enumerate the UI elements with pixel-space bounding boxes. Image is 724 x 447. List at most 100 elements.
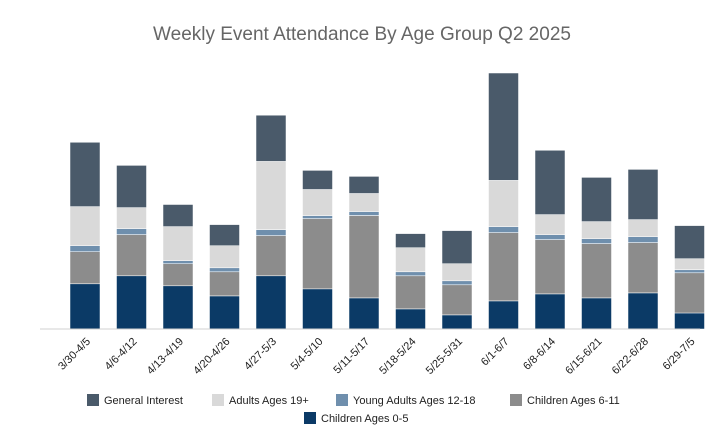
bar-segment-4/20-4/26-series-1 bbox=[209, 271, 240, 297]
bar-segment-6/15-6/21-series-2 bbox=[581, 238, 612, 244]
bar-segment-5/25-5/31-series-1 bbox=[441, 284, 473, 316]
legend-label: Adults Ages 19+ bbox=[229, 395, 309, 407]
bar-segment-4/20-4/26-series-4 bbox=[209, 224, 240, 246]
bar-segment-6/29-7/5-series-1 bbox=[674, 272, 705, 314]
bar-segment-4/6-4/12-series-0 bbox=[116, 275, 147, 330]
x-tick-label: 6/15-6/21 bbox=[563, 336, 604, 377]
legend-item: General Interest bbox=[87, 394, 183, 407]
bar-segment-6/22-6/28-series-4 bbox=[627, 169, 659, 220]
x-axis-tick-labels: 3/30-4/5 4/6-4/12 4/13-4/19 4/20-4/26 4/27-5… bbox=[56, 336, 698, 377]
bar-segment-6/15-6/21-series-1 bbox=[581, 243, 612, 299]
bar-segment-5/25-5/31-series-3 bbox=[441, 263, 473, 282]
bar-segment-5/11-5/17-series-3 bbox=[348, 193, 380, 212]
x-tick-label: 4/6-4/12 bbox=[103, 336, 140, 373]
bar-segment-3/30-4/5-series-4 bbox=[69, 142, 101, 207]
bar-segment-6/22-6/28-series-2 bbox=[627, 236, 659, 243]
x-tick-label: 6/8-6/14 bbox=[521, 336, 558, 373]
bar-segment-4/13-4/19-series-3 bbox=[162, 226, 194, 261]
bar-segment-5/4-5/10-series-1 bbox=[302, 218, 333, 290]
x-tick-label: 6/1-6/7 bbox=[479, 336, 512, 369]
bar-segment-6/8-6/14-series-3 bbox=[534, 214, 566, 235]
bar-segment-6/29-7/5-series-3 bbox=[674, 258, 705, 270]
bar-segment-5/4-5/10-series-0 bbox=[302, 288, 333, 330]
legend-swatch bbox=[87, 394, 99, 406]
bar-segment-4/13-4/19-series-0 bbox=[162, 285, 194, 330]
bar-segment-5/11-5/17-series-2 bbox=[348, 211, 380, 216]
bar-segment-5/4-5/10-series-2 bbox=[302, 215, 333, 219]
bar-segment-6/29-7/5-series-2 bbox=[674, 269, 705, 274]
bar-segment-3/30-4/5-series-1 bbox=[69, 251, 101, 285]
legend-swatch bbox=[510, 394, 522, 406]
x-tick-label: 4/27-5/3 bbox=[242, 336, 279, 373]
x-tick-label: 5/4-5/10 bbox=[289, 336, 326, 373]
bar-segment-5/18-5/24-series-4 bbox=[395, 233, 426, 248]
bar-segment-4/6-4/12-series-4 bbox=[116, 165, 147, 208]
bar-segment-5/25-5/31-series-2 bbox=[441, 280, 473, 286]
x-tick-label: 5/25-5/31 bbox=[424, 336, 465, 377]
bar-segment-5/11-5/17-series-4 bbox=[348, 176, 380, 194]
bar-segment-3/30-4/5-series-0 bbox=[69, 283, 101, 330]
bar-segment-4/20-4/26-series-3 bbox=[209, 245, 240, 269]
bar-segment-5/25-5/31-series-0 bbox=[441, 314, 473, 330]
bar-segment-6/1-6/7-series-1 bbox=[488, 232, 519, 302]
bar-segment-5/11-5/17-series-1 bbox=[348, 215, 380, 299]
bar-segment-4/13-4/19-series-1 bbox=[162, 263, 194, 287]
bar-segment-4/20-4/26-series-2 bbox=[209, 267, 240, 273]
legend-label: Children Ages 6-11 bbox=[527, 395, 620, 407]
x-tick-label: 3/30-4/5 bbox=[56, 336, 93, 373]
legend-item: Adults Ages 19+ bbox=[212, 394, 309, 407]
bar-segment-4/13-4/19-series-4 bbox=[162, 204, 194, 227]
bar-segment-4/6-4/12-series-2 bbox=[116, 228, 147, 235]
bar-segment-4/6-4/12-series-3 bbox=[116, 207, 147, 229]
legend-item: Young Adults Ages 12-18 bbox=[336, 394, 476, 407]
bar-segment-3/30-4/5-series-3 bbox=[69, 206, 101, 246]
bar-segment-4/6-4/12-series-1 bbox=[116, 234, 147, 277]
bar-segment-5/18-5/24-series-3 bbox=[395, 247, 426, 273]
legend-item: Children Ages 0-5 bbox=[304, 412, 408, 425]
bar-segment-5/4-5/10-series-4 bbox=[302, 170, 333, 190]
bar-segment-4/27-5/3-series-3 bbox=[255, 161, 287, 230]
bar-segment-5/18-5/24-series-1 bbox=[395, 275, 426, 310]
x-tick-label: 4/13-4/19 bbox=[145, 336, 186, 377]
legend-label: Young Adults Ages 12-18 bbox=[353, 395, 476, 407]
legend-label: Children Ages 0-5 bbox=[321, 413, 408, 425]
bar-segment-5/25-5/31-series-4 bbox=[441, 230, 473, 264]
bar-segment-4/27-5/3-series-2 bbox=[255, 229, 287, 236]
x-tick-label: 6/22-6/28 bbox=[610, 336, 651, 377]
x-tick-label: 5/18-5/24 bbox=[377, 336, 418, 377]
legend: General Interest Adults Ages 19+ Young Adu… bbox=[87, 394, 620, 425]
legend-swatch bbox=[212, 394, 224, 406]
bar-segment-6/29-7/5-series-4 bbox=[674, 225, 705, 259]
x-tick-label: 4/20-4/26 bbox=[191, 336, 232, 377]
bar-segment-6/8-6/14-series-0 bbox=[534, 293, 566, 330]
bar-segment-6/8-6/14-series-4 bbox=[534, 150, 566, 215]
chart-title: Weekly Event Attendance By Age Group Q2 … bbox=[153, 24, 571, 45]
bar-segment-6/22-6/28-series-1 bbox=[627, 242, 659, 294]
bar-segment-6/29-7/5-series-0 bbox=[674, 312, 705, 330]
bar-segment-6/22-6/28-series-3 bbox=[627, 219, 659, 237]
bar-segment-5/18-5/24-series-0 bbox=[395, 308, 426, 330]
x-tick-label: 5/11-5/17 bbox=[331, 336, 372, 377]
bar-segment-4/27-5/3-series-0 bbox=[255, 275, 287, 330]
bar-segment-6/15-6/21-series-4 bbox=[581, 177, 612, 222]
bar-segment-3/30-4/5-series-2 bbox=[69, 245, 101, 252]
bar-segment-4/20-4/26-series-0 bbox=[209, 295, 240, 330]
bar-segment-5/18-5/24-series-2 bbox=[395, 271, 426, 277]
legend-swatch bbox=[336, 394, 348, 406]
bar-segment-6/22-6/28-series-0 bbox=[627, 292, 659, 330]
bar-segment-6/15-6/21-series-3 bbox=[581, 221, 612, 239]
x-tick-label: 6/29-7/5 bbox=[661, 336, 698, 373]
bar-segment-4/27-5/3-series-1 bbox=[255, 235, 287, 277]
legend-item: Children Ages 6-11 bbox=[510, 394, 620, 407]
bar-segment-6/1-6/7-series-2 bbox=[488, 226, 519, 233]
bar-segment-6/8-6/14-series-2 bbox=[534, 234, 566, 240]
bar-segment-6/8-6/14-series-1 bbox=[534, 239, 566, 295]
bar-segment-6/15-6/21-series-0 bbox=[581, 297, 612, 330]
bars-layer bbox=[69, 72, 705, 330]
bar-segment-5/4-5/10-series-3 bbox=[302, 189, 333, 216]
legend-label: General Interest bbox=[104, 395, 183, 407]
bar-segment-5/11-5/17-series-0 bbox=[348, 297, 380, 330]
legend-swatch bbox=[304, 412, 316, 424]
bar-segment-6/1-6/7-series-0 bbox=[488, 300, 519, 330]
